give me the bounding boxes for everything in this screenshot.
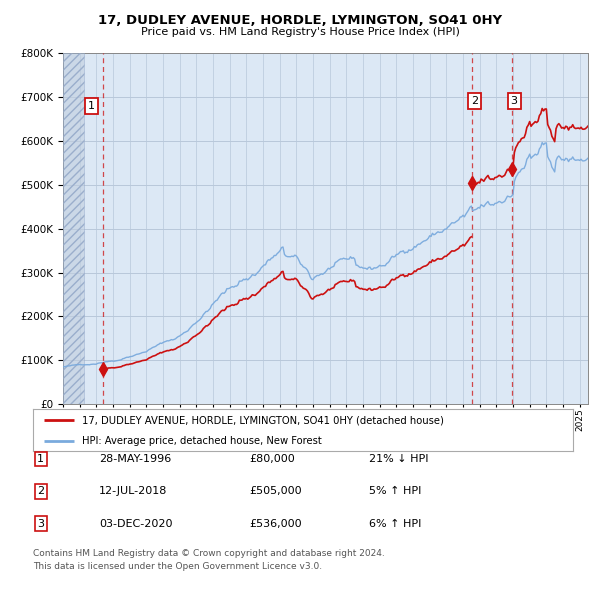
Text: 6% ↑ HPI: 6% ↑ HPI <box>369 519 421 529</box>
Text: 1: 1 <box>37 454 44 464</box>
Text: HPI: Average price, detached house, New Forest: HPI: Average price, detached house, New … <box>82 436 322 445</box>
Text: 5% ↑ HPI: 5% ↑ HPI <box>369 487 421 496</box>
Text: Contains HM Land Registry data © Crown copyright and database right 2024.: Contains HM Land Registry data © Crown c… <box>33 549 385 558</box>
Bar <box>63 53 84 404</box>
Text: £80,000: £80,000 <box>249 454 295 464</box>
Bar <box>63 53 84 404</box>
Text: 12-JUL-2018: 12-JUL-2018 <box>99 487 167 496</box>
Text: 17, DUDLEY AVENUE, HORDLE, LYMINGTON, SO41 0HY: 17, DUDLEY AVENUE, HORDLE, LYMINGTON, SO… <box>98 14 502 27</box>
Text: Price paid vs. HM Land Registry's House Price Index (HPI): Price paid vs. HM Land Registry's House … <box>140 27 460 37</box>
Text: £536,000: £536,000 <box>249 519 302 529</box>
Text: 03-DEC-2020: 03-DEC-2020 <box>99 519 173 529</box>
Text: 2: 2 <box>37 487 44 496</box>
Text: 1: 1 <box>88 101 95 111</box>
Text: 21% ↓ HPI: 21% ↓ HPI <box>369 454 428 464</box>
Text: 28-MAY-1996: 28-MAY-1996 <box>99 454 171 464</box>
Text: 3: 3 <box>37 519 44 529</box>
Text: £505,000: £505,000 <box>249 487 302 496</box>
Text: 2: 2 <box>471 96 478 106</box>
Text: 17, DUDLEY AVENUE, HORDLE, LYMINGTON, SO41 0HY (detached house): 17, DUDLEY AVENUE, HORDLE, LYMINGTON, SO… <box>82 415 443 425</box>
Text: This data is licensed under the Open Government Licence v3.0.: This data is licensed under the Open Gov… <box>33 562 322 571</box>
Text: 3: 3 <box>511 96 518 106</box>
